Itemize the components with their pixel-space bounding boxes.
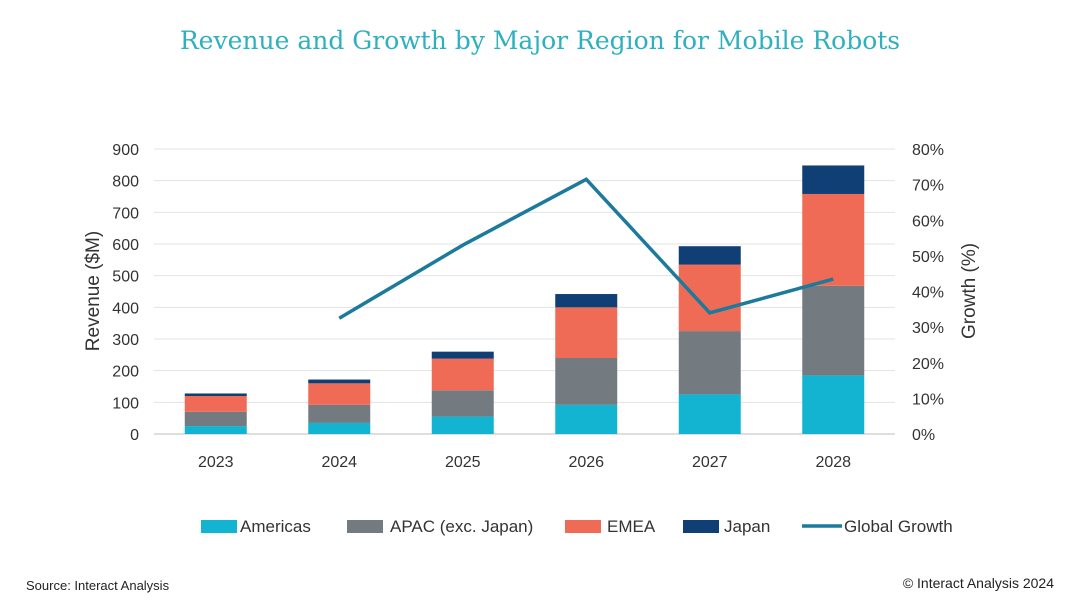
bar-segment <box>184 396 247 412</box>
y2-tick-label: 60% <box>912 213 944 230</box>
bar-segment <box>678 394 741 434</box>
bar-segment <box>678 331 741 395</box>
bar-segment <box>184 411 247 427</box>
bar-segment <box>308 379 371 384</box>
growth-line-layer <box>338 177 834 320</box>
y-tick-label: 100 <box>112 395 139 412</box>
bar-segment <box>802 285 865 376</box>
x-tick-label: 2025 <box>445 454 481 471</box>
y-tick-label: 500 <box>112 269 139 286</box>
y-tick-label: 300 <box>112 332 139 349</box>
bar-segment <box>184 426 247 434</box>
x-tick-label: 2027 <box>692 454 728 471</box>
bar-segment <box>431 351 494 359</box>
legend: Americas APAC (exc. Japan) EMEA Japan Global… <box>201 517 953 536</box>
y2-tick-label: 0% <box>912 427 935 444</box>
legend-global-growth: Global Growth <box>802 517 953 536</box>
gridlines <box>154 148 895 435</box>
bar-segment <box>555 307 618 358</box>
legend-label: EMEA <box>607 517 656 536</box>
bar-segment <box>431 416 494 434</box>
legend-label: Global Growth <box>844 517 953 536</box>
legend-swatch <box>683 520 719 533</box>
bar-segment <box>308 404 371 423</box>
stacked-bars <box>184 165 865 434</box>
y-tick-label: 600 <box>112 237 139 254</box>
y-tick-label: 200 <box>112 364 139 381</box>
legend-japan: Japan <box>683 517 770 536</box>
legend-emea: EMEA <box>565 517 656 536</box>
y-axis-title: Revenue ($M) <box>83 231 104 351</box>
x-tick-label: 2023 <box>198 454 234 471</box>
bar-segment <box>802 165 865 194</box>
y-tick-label: 900 <box>112 142 139 159</box>
growth-line <box>338 177 834 320</box>
bar-segment <box>678 264 741 332</box>
y2-tick-label: 10% <box>912 391 944 408</box>
x-tick-label: 2026 <box>568 454 604 471</box>
bar-segment <box>431 390 494 417</box>
y2-tick-label: 80% <box>912 142 944 159</box>
bar-segment <box>555 294 618 308</box>
bar-segment <box>308 383 371 405</box>
legend-swatch <box>201 520 237 533</box>
legend-americas: Americas <box>201 517 311 536</box>
y2-tick-label: 40% <box>912 285 944 302</box>
y-tick-label: 0 <box>130 427 139 444</box>
bar-segment <box>308 422 371 434</box>
bar-segment <box>802 375 865 434</box>
legend-apac: APAC (exc. Japan) <box>347 517 533 536</box>
y2-axis-title: Growth (%) <box>959 243 980 339</box>
bar-segment <box>184 393 247 396</box>
y2-tick-label: 30% <box>912 320 944 337</box>
y-tick-label: 700 <box>112 205 139 222</box>
y2-tick-label: 20% <box>912 356 944 373</box>
bar-segment <box>678 246 741 265</box>
copyright-note: © Interact Analysis 2024 <box>902 575 1054 591</box>
bar-segment <box>431 358 494 391</box>
y-tick-label: 400 <box>112 300 139 317</box>
bar-segment <box>802 193 865 286</box>
bar-segment <box>555 358 618 405</box>
legend-label: Americas <box>240 517 311 536</box>
legend-label: Japan <box>724 517 770 536</box>
y2-tick-label: 70% <box>912 178 944 195</box>
chart-title: Revenue and Growth by Major Region for M… <box>179 26 901 55</box>
legend-label: APAC (exc. Japan) <box>390 517 533 536</box>
legend-swatch <box>347 520 383 533</box>
source-note: Source: Interact Analysis <box>26 578 170 593</box>
y-tick-label: 800 <box>112 174 139 191</box>
y2-tick-label: 50% <box>912 249 944 266</box>
x-tick-label: 2024 <box>321 454 357 471</box>
bar-segment <box>555 404 618 434</box>
x-tick-label: 2028 <box>815 454 851 471</box>
axes: 0 100 200 300 400 500 600 700 800 900 0% 10% 20% 30% 4… <box>83 142 980 471</box>
legend-swatch <box>565 520 601 533</box>
